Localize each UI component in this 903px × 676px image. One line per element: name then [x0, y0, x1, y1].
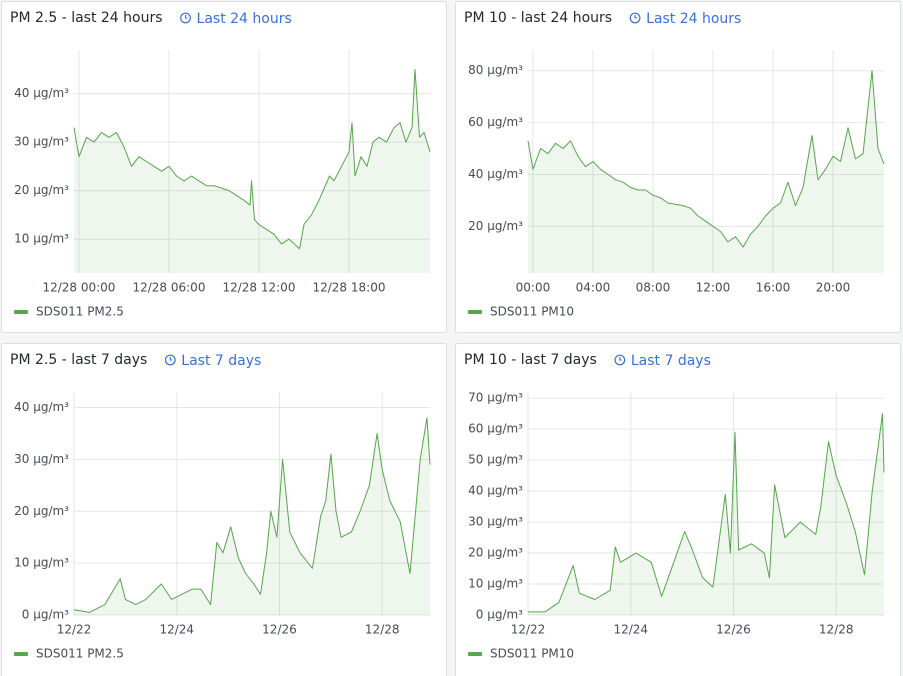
- y-tick-label: 20 µg/m³: [468, 546, 523, 560]
- clock-icon[interactable]: [164, 354, 176, 366]
- x-tick-label: 16:00: [756, 281, 791, 295]
- x-tick-label: 12/28: [365, 623, 400, 637]
- panel-title: PM 10 - last 7 days: [464, 352, 597, 368]
- y-tick-label: 20 µg/m³: [468, 219, 523, 233]
- panel: [455, 1, 901, 333]
- time-range[interactable]: Last 7 days: [631, 353, 711, 369]
- x-tick-label: 00:00: [516, 281, 551, 295]
- clock-hands[interactable]: [619, 357, 622, 361]
- series-line: [527, 70, 885, 248]
- x-tick-label: 20:00: [816, 281, 851, 295]
- y-tick-label: 80 µg/m³: [468, 63, 523, 77]
- legend-swatch[interactable]: [14, 310, 28, 314]
- legend-label[interactable]: SDS011 PM2.5: [36, 647, 124, 661]
- y-tick-label: 20 µg/m³: [14, 183, 69, 197]
- y-tick-label: 20 µg/m³: [14, 504, 69, 518]
- series-area: [74, 417, 430, 615]
- x-tick-label: 04:00: [576, 281, 611, 295]
- y-tick-label: 0 µg/m³: [22, 608, 69, 622]
- legend-swatch[interactable]: [468, 310, 482, 314]
- y-tick-label: 0 µg/m³: [476, 608, 523, 622]
- y-tick-label: 50 µg/m³: [468, 453, 523, 467]
- x-tick-label: 12/28 12:00: [222, 281, 295, 295]
- y-tick-label: 40 µg/m³: [468, 484, 523, 498]
- series-line: [73, 68, 431, 250]
- clock-icon[interactable]: [614, 354, 626, 366]
- x-tick-label: 12/28: [819, 623, 854, 637]
- clock-icon[interactable]: [180, 12, 191, 24]
- clock-hands[interactable]: [169, 357, 173, 361]
- x-tick-label: 12/22: [511, 623, 546, 637]
- legend-swatch[interactable]: [14, 652, 28, 656]
- x-tick-label: 12/24: [159, 623, 194, 637]
- panel: [1, 343, 447, 676]
- series-area: [528, 413, 884, 615]
- panel: [455, 343, 901, 676]
- x-tick-label: 12/22: [57, 623, 92, 637]
- legend-label[interactable]: SDS011 PM10: [490, 647, 574, 661]
- time-range-link[interactable]: Last 7 days: [164, 353, 261, 369]
- time-range-link[interactable]: Last 24 hours: [180, 11, 292, 27]
- y-tick-label: 30 µg/m³: [14, 135, 69, 149]
- series-line: [528, 413, 885, 613]
- series-area: [74, 69, 430, 274]
- time-range-link[interactable]: Last 7 days: [614, 353, 711, 369]
- x-tick-label: 12/26: [262, 623, 297, 637]
- y-tick-label: 10 µg/m³: [468, 577, 523, 591]
- legend-label[interactable]: SDS011 PM2.5: [36, 305, 124, 319]
- series-line: [73, 417, 431, 613]
- time-range[interactable]: Last 24 hours: [197, 11, 292, 27]
- panel-title: PM 10 - last 24 hours: [464, 10, 612, 26]
- y-tick-label: 30 µg/m³: [14, 452, 69, 466]
- x-tick-label: 12/28 00:00: [42, 281, 115, 295]
- y-tick-label: 10 µg/m³: [14, 232, 69, 246]
- clock-icon[interactable]: [629, 12, 641, 24]
- time-range-link[interactable]: Last 24 hours: [629, 11, 741, 27]
- y-tick-label: 40 µg/m³: [14, 400, 69, 414]
- x-tick-label: 12/28 18:00: [312, 281, 385, 295]
- x-tick-label: 08:00: [636, 281, 671, 295]
- x-tick-label: 12/26: [716, 623, 751, 637]
- y-tick-label: 10 µg/m³: [14, 556, 69, 570]
- y-tick-label: 60 µg/m³: [468, 422, 523, 436]
- series-area: [528, 70, 884, 273]
- panel: [1, 1, 447, 333]
- time-range[interactable]: Last 7 days: [181, 353, 261, 369]
- legend-label[interactable]: SDS011 PM10: [490, 305, 574, 319]
- y-tick-label: 30 µg/m³: [468, 515, 523, 529]
- panel-title: PM 2.5 - last 7 days: [10, 352, 147, 368]
- legend-swatch[interactable]: [468, 652, 482, 656]
- x-tick-label: 12:00: [696, 281, 731, 295]
- panel-title: PM 2.5 - last 24 hours: [10, 10, 163, 26]
- x-tick-label: 12/24: [613, 623, 648, 637]
- y-tick-label: 60 µg/m³: [468, 115, 523, 129]
- y-tick-label: 40 µg/m³: [14, 86, 69, 100]
- clock-hands[interactable]: [184, 15, 188, 19]
- x-tick-label: 12/28 06:00: [132, 281, 205, 295]
- y-tick-label: 70 µg/m³: [468, 391, 523, 405]
- y-tick-label: 40 µg/m³: [468, 167, 523, 181]
- clock-hands[interactable]: [634, 15, 638, 19]
- time-range[interactable]: Last 24 hours: [646, 11, 741, 27]
